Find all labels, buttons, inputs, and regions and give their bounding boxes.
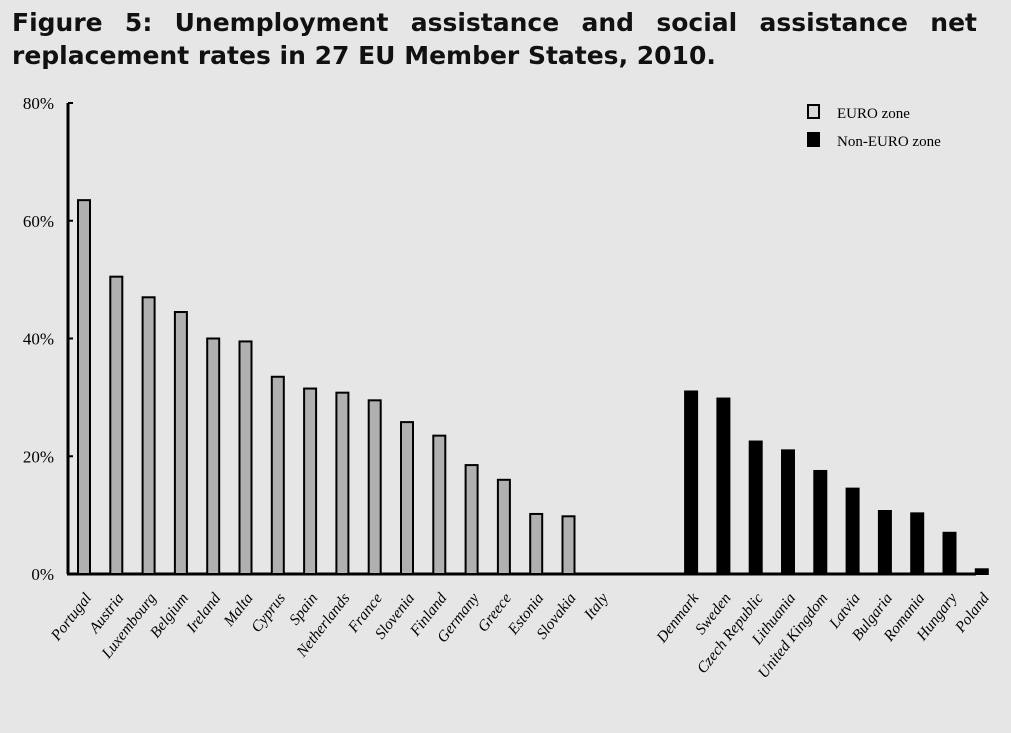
x-tick-label: Denmark — [653, 589, 703, 647]
bar-euro-zone — [529, 512, 544, 576]
x-tick-label: Poland — [951, 590, 993, 637]
bar-euro-zone — [464, 464, 479, 575]
y-tick-label: 80% — [23, 94, 54, 113]
y-tick-label: 60% — [23, 212, 54, 231]
bar-non-euro-zone — [748, 440, 763, 575]
bar-euro-zone — [109, 275, 124, 575]
legend-label-euro: EURO zone — [837, 106, 910, 122]
bar-non-euro-zone — [813, 469, 828, 575]
bar-euro-zone — [77, 199, 91, 576]
bar-euro-zone — [335, 391, 350, 576]
bar-euro-zone — [303, 387, 318, 576]
bar-non-euro-zone — [910, 512, 925, 576]
bar-non-euro-zone — [877, 510, 892, 576]
x-tick-label: Cyprus — [248, 590, 289, 636]
bar-non-euro-zone — [781, 449, 795, 575]
bar-euro-zone — [400, 421, 414, 576]
legend: EURO zone Non-EURO zone — [807, 104, 941, 150]
legend-swatch-non-euro — [807, 132, 820, 147]
bar-euro-zone — [367, 399, 382, 575]
legend-label-non-euro: Non-EURO zone — [837, 134, 941, 150]
y-tick-label: 20% — [23, 447, 54, 466]
bar-euro-zone — [173, 311, 188, 575]
bar-euro-zone — [561, 515, 576, 575]
bars — [77, 199, 989, 576]
y-tick-label: 0% — [31, 565, 54, 584]
bar-non-euro-zone — [974, 568, 989, 575]
figure-title: Figure 5: Unemployment assistance and so… — [12, 8, 977, 70]
bar-non-euro-zone — [942, 531, 957, 575]
bar-euro-zone — [432, 434, 447, 575]
bar-euro-zone — [141, 296, 156, 575]
x-tick-label: Italy — [580, 590, 612, 624]
bar-non-euro-zone — [716, 397, 731, 575]
bar-euro-zone — [496, 478, 511, 575]
legend-swatch-euro — [807, 104, 820, 119]
bar-non-euro-zone — [845, 487, 860, 576]
bar-euro-zone — [270, 375, 285, 575]
x-axis-labels: PortugalAustriaLuxembourgBelgiumIrelandM… — [47, 589, 993, 681]
x-tick-label: Portugal — [47, 590, 95, 645]
bar-euro-zone — [238, 340, 253, 575]
y-tick-label: 40% — [23, 330, 54, 349]
x-tick-label: Ireland — [183, 590, 225, 637]
bar-euro-zone — [206, 337, 221, 575]
bar-non-euro-zone — [684, 390, 699, 575]
